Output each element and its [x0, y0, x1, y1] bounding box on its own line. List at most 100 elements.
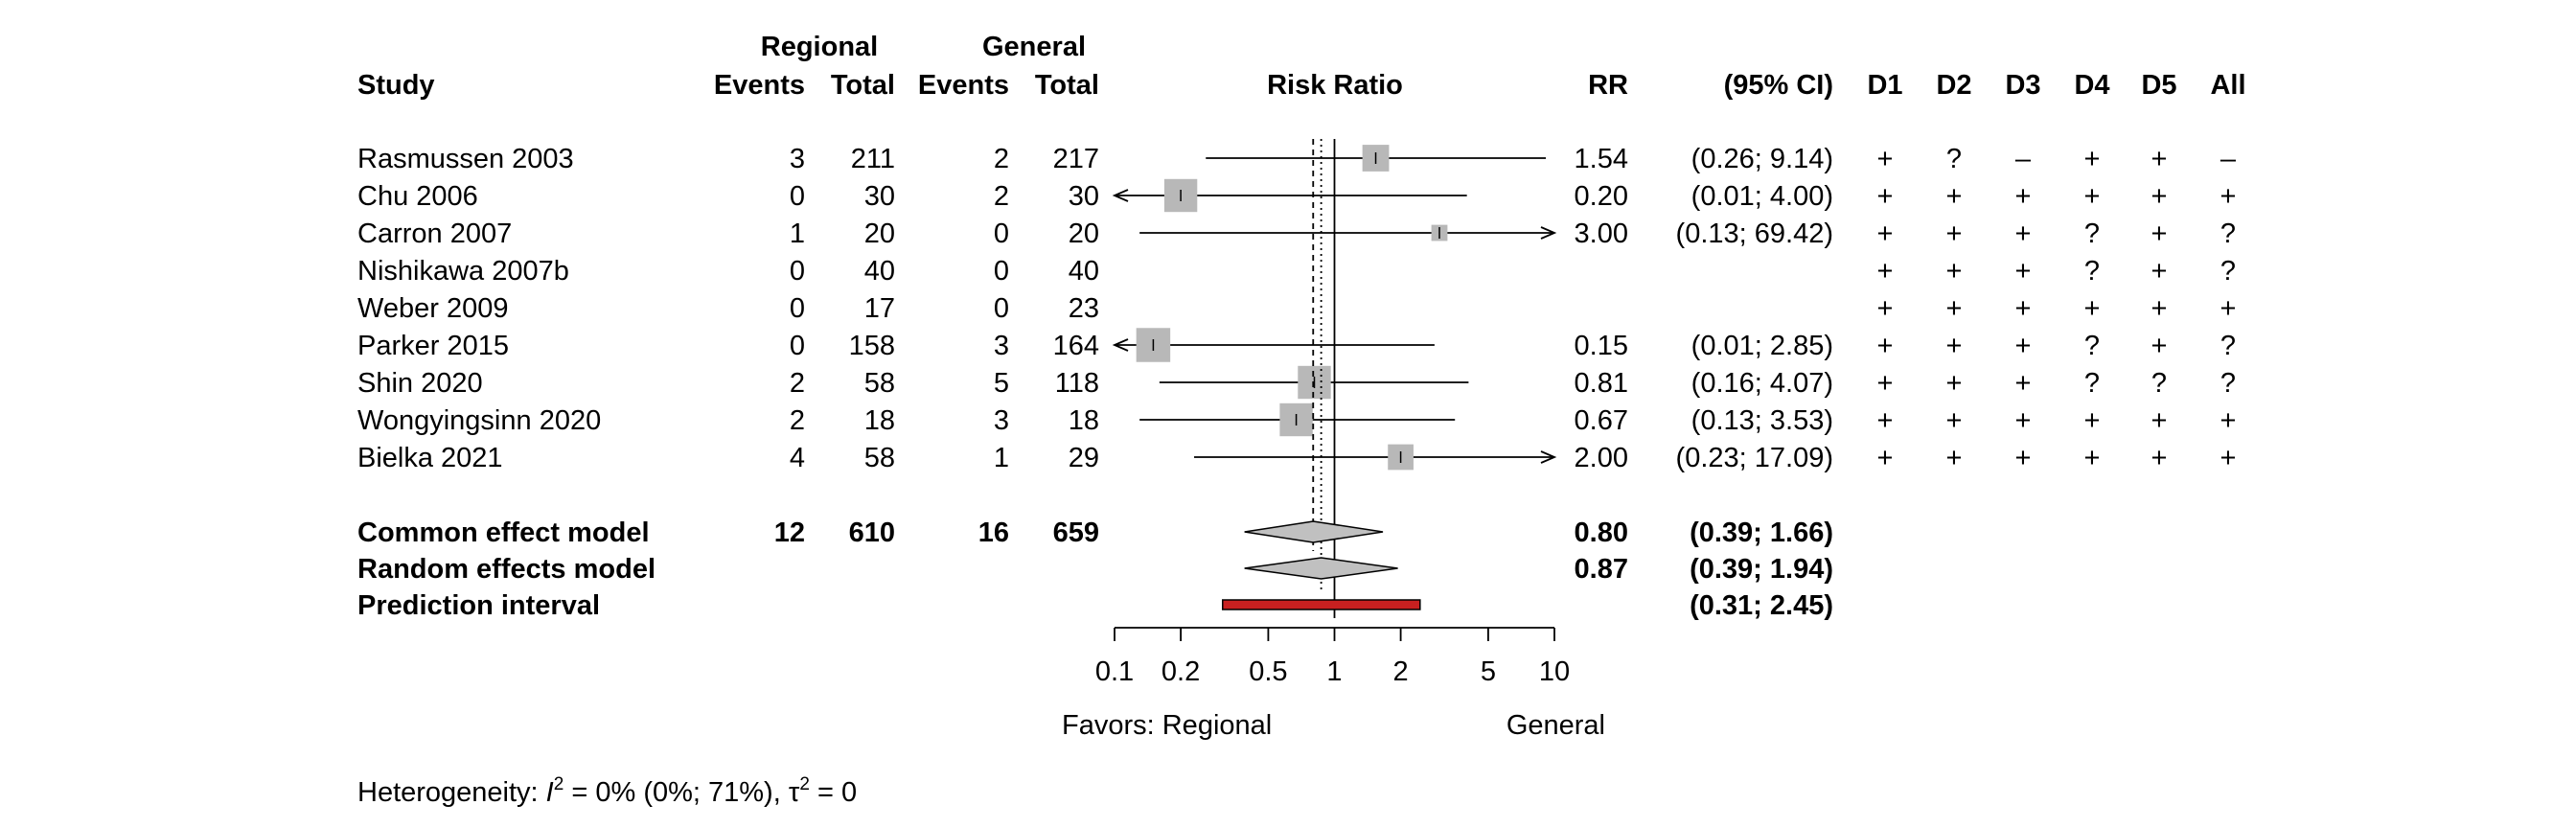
axis-tick-label: 5	[1481, 656, 1496, 687]
rr-value: 2.00	[1575, 443, 1628, 473]
total-regional: 158	[849, 331, 895, 361]
rob-d3: +	[2015, 293, 2032, 324]
study-row: Chu 2006 0 30 2 30 0.20 (0.01; 4.00) + + + + + +	[357, 179, 2236, 212]
rob-all: ?	[2220, 256, 2236, 287]
rob-d1: +	[1877, 443, 1894, 473]
study-row: Rasmussen 2003 3 211 2 217 1.54 (0.26; 9.14) +?…	[357, 144, 2237, 174]
common-total-general: 659	[1053, 518, 1099, 548]
total-general: 23	[1069, 293, 1099, 324]
rob-d3: +	[2015, 443, 2032, 473]
study-rows: Rasmussen 2003 3 211 2 217 1.54 (0.26; 9.14) +?…	[357, 144, 2237, 473]
axis-tick-label: 1	[1326, 656, 1342, 687]
total-regional: 17	[864, 293, 895, 324]
prediction-interval-label: Prediction interval	[357, 590, 600, 621]
rob-d2: +	[1946, 443, 1963, 473]
summary-rows: Common effect model 12 610 16 659 0.80 (0.39; …	[357, 518, 1833, 621]
random-ci-value: (0.39; 1.94)	[1690, 554, 1833, 585]
x-axis: 0.1 0.2 0.5 1 2 5 10	[1095, 628, 1570, 687]
ci-value: (0.13; 69.42)	[1676, 218, 1833, 249]
rob-d2: +	[1946, 218, 1963, 249]
study-name: Rasmussen 2003	[357, 144, 574, 174]
rob-d4: +	[2084, 181, 2101, 212]
total-regional: 20	[864, 218, 895, 249]
random-effects-label: Random effects model	[357, 554, 656, 585]
favors-left-label: Favors: Regional	[1062, 710, 1272, 741]
events-regional: 0	[790, 293, 805, 324]
rob-d3: +	[2015, 405, 2032, 436]
rob-all: ?	[2220, 331, 2236, 361]
header-ci: (95% CI)	[1724, 70, 1833, 101]
rob-d2: +	[1946, 293, 1963, 324]
events-general: 3	[994, 405, 1009, 436]
events-general: 3	[994, 331, 1009, 361]
events-regional: 3	[790, 144, 805, 174]
rob-d2: +	[1946, 256, 1963, 287]
rob-d3: +	[2015, 256, 2032, 287]
axis-tick-label: 10	[1539, 656, 1570, 687]
events-general: 5	[994, 368, 1009, 399]
study-row: Carron 2007 1 20 0 20 3.00 (0.13; 69.42) + + +? +?	[357, 218, 2236, 249]
rob-d1: +	[1877, 181, 1894, 212]
rob-d3: –	[2015, 144, 2032, 174]
study-row: Wongyingsinn 2020 2 18 3 18 0.67 (0.13; 3.53) +…	[357, 403, 2236, 436]
ci-value: (0.01; 2.85)	[1691, 331, 1833, 361]
domain-headers: D1 D2 D3 D4 D5 All	[1867, 70, 2245, 101]
rob-d5: ?	[2151, 368, 2167, 399]
total-general: 29	[1069, 443, 1099, 473]
header-regional: Regional	[761, 32, 878, 62]
header-d4: D4	[2074, 70, 2109, 101]
events-regional: 0	[790, 181, 805, 212]
study-name: Chu 2006	[357, 181, 478, 212]
events-regional: 2	[790, 405, 805, 436]
rob-d4: ?	[2084, 331, 2100, 361]
header-total-general: Total	[1035, 70, 1099, 101]
rob-all: ?	[2220, 368, 2236, 399]
rob-d5: +	[2151, 293, 2168, 324]
study-name: Parker 2015	[357, 331, 509, 361]
rob-all: +	[2220, 443, 2237, 473]
events-general: 0	[994, 293, 1009, 324]
header-rr: RR	[1588, 70, 1628, 101]
study-name: Carron 2007	[357, 218, 512, 249]
header-events-regional: Events	[714, 70, 805, 101]
total-regional: 40	[864, 256, 895, 287]
study-name: Weber 2009	[357, 293, 508, 324]
study-row: Shin 2020 2 58 5 118 0.81 (0.16; 4.07) + + +???	[357, 366, 2236, 399]
rob-d5: +	[2151, 443, 2168, 473]
ci-value: (0.23; 17.09)	[1676, 443, 1833, 473]
rob-d4: +	[2084, 144, 2101, 174]
header-risk-ratio: Risk Ratio	[1267, 70, 1403, 101]
events-general: 0	[994, 256, 1009, 287]
events-general: 1	[994, 443, 1009, 473]
common-total-regional: 610	[849, 518, 895, 548]
rob-all: +	[2220, 293, 2237, 324]
rob-all: –	[2220, 144, 2237, 174]
ci-value: (0.01; 4.00)	[1691, 181, 1833, 212]
study-name: Shin 2020	[357, 368, 483, 399]
header-general: General	[982, 32, 1086, 62]
rob-d2: +	[1946, 405, 1963, 436]
study-name: Bielka 2021	[357, 443, 503, 473]
events-regional: 4	[790, 443, 805, 473]
events-general: 2	[994, 144, 1009, 174]
events-general: 2	[994, 181, 1009, 212]
study-name: Wongyingsinn 2020	[357, 405, 601, 436]
total-general: 18	[1069, 405, 1099, 436]
header-all: All	[2210, 70, 2245, 101]
header-events-general: Events	[918, 70, 1009, 101]
study-name: Nishikawa 2007b	[357, 256, 569, 287]
axis-tick-label: 0.5	[1249, 656, 1287, 687]
common-effect-label: Common effect model	[357, 518, 650, 548]
rob-d2: +	[1946, 181, 1963, 212]
ci-value: (0.13; 3.53)	[1691, 405, 1833, 436]
prediction-interval-bar	[1223, 600, 1420, 610]
total-general: 118	[1055, 368, 1099, 399]
rob-d4: ?	[2084, 218, 2100, 249]
rr-value: 1.54	[1575, 144, 1628, 174]
total-regional: 58	[864, 443, 895, 473]
rob-d2: +	[1946, 331, 1963, 361]
header-d1: D1	[1867, 70, 1902, 101]
rob-d4: ?	[2084, 368, 2100, 399]
rob-d5: +	[2151, 331, 2168, 361]
